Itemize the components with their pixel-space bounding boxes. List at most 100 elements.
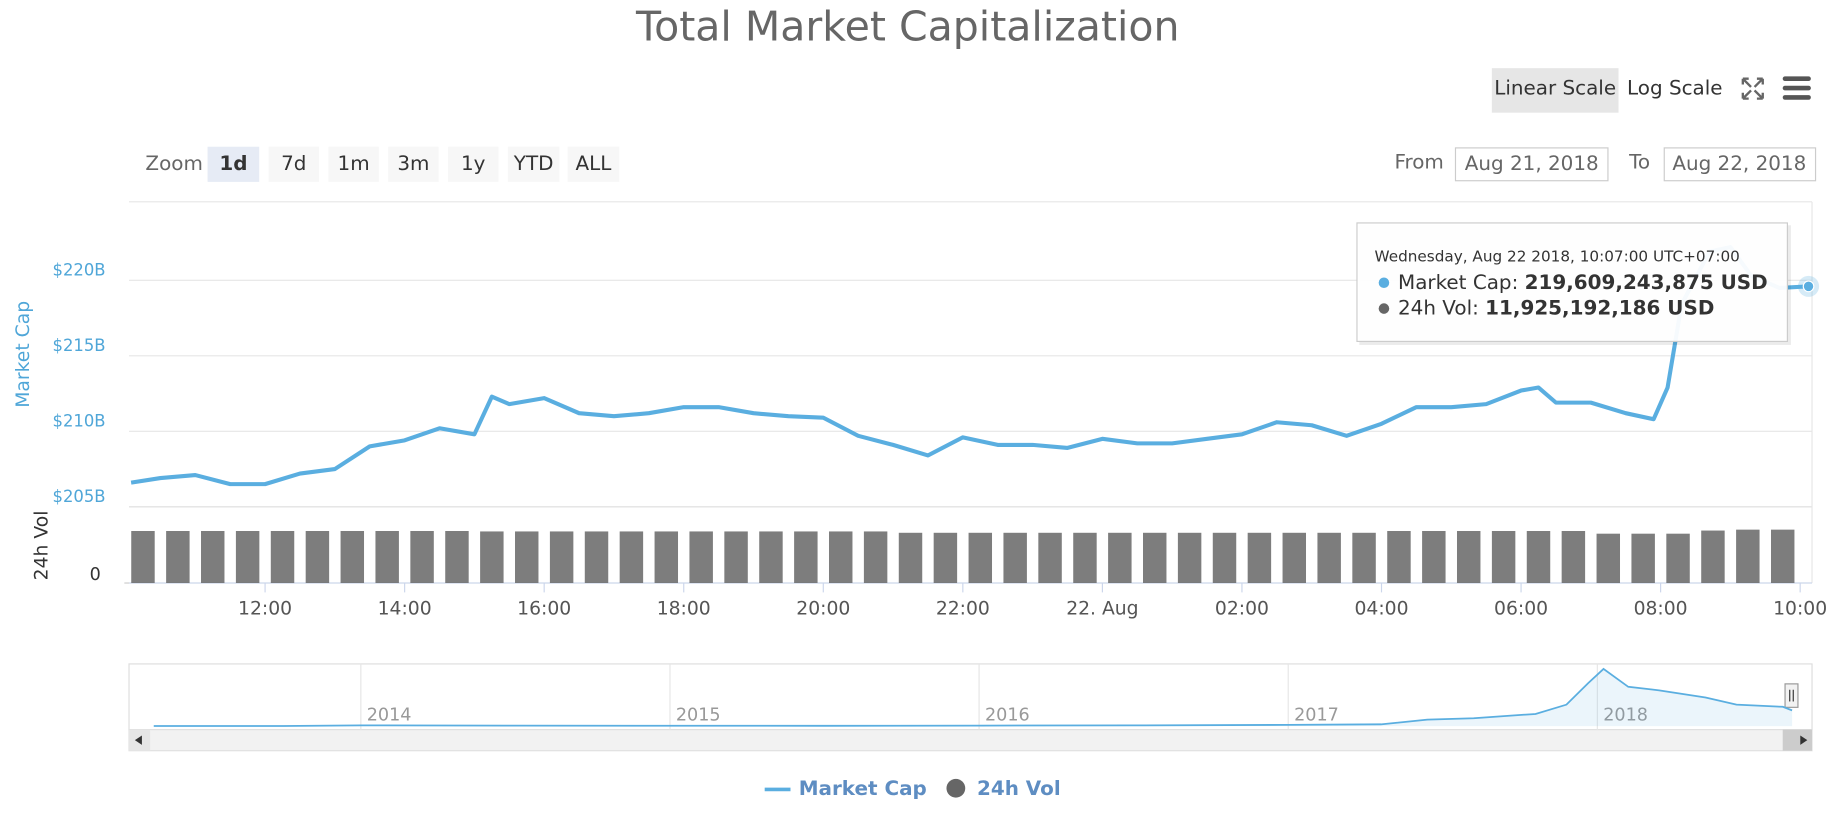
scale-button[interactable] — [1491, 68, 1619, 113]
volume-bar — [166, 530, 190, 584]
volume-bar — [1701, 530, 1725, 584]
scale-button-label: Log Scale — [1627, 77, 1723, 100]
zoom-button[interactable] — [388, 146, 439, 182]
volume-bar — [1317, 532, 1341, 584]
scale-button[interactable] — [1619, 68, 1730, 113]
scroll-thumb[interactable] — [1782, 729, 1813, 751]
volume-bar — [1596, 533, 1621, 584]
volume-bar — [1491, 530, 1516, 584]
x-tick-label: 22. Aug — [1066, 598, 1138, 619]
volume-bar — [619, 531, 644, 584]
volume-bar — [515, 531, 539, 584]
volume-bar — [1631, 533, 1655, 584]
x-tick-label: 08:00 — [1634, 598, 1688, 619]
x-tick-label: 22:00 — [936, 598, 990, 619]
navigator-tick-label: 2017 — [1294, 706, 1339, 726]
volume-bar — [1387, 530, 1411, 584]
zoom-button[interactable] — [448, 146, 499, 182]
navigator-handle[interactable] — [1784, 683, 1799, 708]
y-tick-label: $210B — [53, 411, 106, 430]
y-tick-label: $220B — [53, 260, 106, 279]
range-from-input[interactable] — [1454, 147, 1609, 182]
tooltip-row: 24h Vol: 11,925,192,186 USD — [1398, 296, 1714, 319]
tooltip-row-value: 11,925,192,186 USD — [1485, 296, 1714, 319]
zoom-button-label: 7d — [281, 152, 306, 175]
legend-label[interactable]: 24h Vol — [977, 777, 1061, 800]
scale-button-label: Linear Scale — [1494, 77, 1616, 100]
range-to-input[interactable] — [1663, 147, 1817, 182]
chart-title: Total Market Capitalization — [635, 2, 1180, 50]
volume-bar — [759, 531, 783, 584]
zoom-button-label: 1d — [219, 152, 247, 175]
volume-bar — [480, 531, 504, 584]
range-to-value: Aug 22, 2018 — [1672, 152, 1806, 175]
volume-bar — [863, 531, 888, 584]
y2-tick-label: 0 — [90, 565, 101, 585]
x-tick-label: 02:00 — [1215, 598, 1269, 619]
volume-bar — [340, 530, 365, 584]
legend-symbol — [946, 778, 966, 798]
volume-bar — [1770, 529, 1795, 584]
volume-bar — [270, 530, 295, 584]
scrollbar[interactable] — [128, 729, 1813, 752]
volume-bar — [898, 532, 923, 584]
navigator-tick-label: 2015 — [676, 706, 721, 726]
volume-bar — [1422, 530, 1446, 584]
volume-bar — [410, 530, 434, 584]
series-line — [130, 245, 1809, 487]
volume-bar — [1073, 532, 1097, 584]
volume-bar — [445, 530, 469, 584]
volume-bar — [584, 531, 609, 584]
x-tick-label: 12:00 — [238, 598, 292, 619]
volume-bar — [235, 530, 260, 584]
zoom-button-label: 3m — [397, 152, 429, 175]
volume-bar — [1666, 533, 1690, 584]
zoom-button[interactable] — [268, 146, 320, 182]
zoom-button-label: 1m — [338, 152, 370, 175]
x-tick-label: 16:00 — [517, 598, 571, 619]
volume-bar — [1456, 530, 1481, 584]
volume-bar — [1526, 530, 1551, 584]
zoom-button-label: ALL — [576, 152, 612, 175]
volume-bar — [549, 531, 574, 584]
zoom-button-label: YTD — [513, 152, 554, 175]
volume-bar — [1561, 530, 1586, 584]
navigator-tick-label: 2018 — [1603, 706, 1648, 726]
volume-bar — [1177, 532, 1202, 584]
fullscreen-icon[interactable] — [1741, 77, 1764, 100]
volume-bar — [201, 530, 225, 584]
tooltip-row-label: Market Cap: — [1398, 270, 1518, 293]
y2-axis-title: 24h Vol — [32, 511, 53, 581]
x-tick-label: 18:00 — [657, 598, 711, 619]
x-tick-label: 10:00 — [1773, 598, 1827, 619]
y-axis-title: Market Cap — [13, 301, 34, 408]
navigator-tick-label: 2016 — [985, 706, 1030, 726]
x-tick-label: 06:00 — [1494, 598, 1548, 619]
range-to-label: To — [1628, 151, 1650, 174]
scroll-right-arrow — [1800, 735, 1808, 745]
tooltip-swatch — [1378, 277, 1390, 289]
volume-bar — [305, 530, 330, 584]
tooltip — [1356, 222, 1788, 342]
volume-bar — [933, 532, 958, 584]
menu-icon[interactable] — [1782, 76, 1811, 100]
volume-bar — [1736, 529, 1760, 584]
legend-label[interactable]: Market Cap — [799, 777, 927, 800]
zoom-button[interactable] — [507, 146, 560, 182]
zoom-button[interactable] — [328, 146, 379, 182]
volume-bar — [829, 531, 853, 584]
y-tick-label: $215B — [53, 336, 106, 355]
volume-bar — [689, 531, 713, 584]
volume-bar — [131, 530, 155, 584]
navigator-area — [153, 668, 1793, 727]
volume-bar — [968, 532, 993, 584]
tooltip-row-value: 219,609,243,875 USD — [1525, 270, 1768, 293]
zoom-button[interactable] — [567, 146, 620, 182]
zoom-button[interactable] — [207, 146, 260, 182]
volume-bar — [1212, 532, 1237, 584]
x-tick-label: 14:00 — [378, 598, 432, 619]
volume-bar — [1143, 532, 1167, 584]
volume-bar — [375, 530, 399, 584]
